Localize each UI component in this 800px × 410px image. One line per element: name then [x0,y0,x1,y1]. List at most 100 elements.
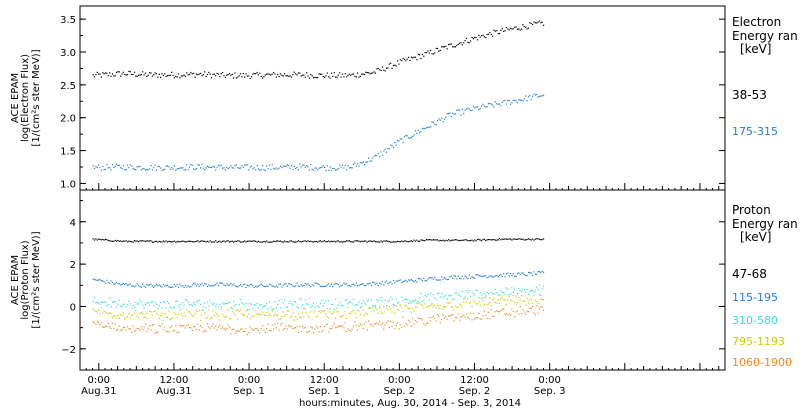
data-point [279,318,282,320]
data-point [154,240,156,243]
data-point [165,165,167,167]
data-point [359,75,361,77]
data-point [401,296,403,298]
data-point [503,30,505,32]
data-point [460,114,462,116]
data-point [490,275,492,277]
data-point [180,307,182,310]
data-point [187,311,189,313]
data-point [168,240,170,242]
data-point [478,34,480,36]
data-point [448,315,450,317]
data-point [251,165,253,167]
data-point [139,240,141,242]
data-point [325,241,327,243]
data-point [365,240,367,242]
data-point [154,164,156,166]
data-point [285,283,287,285]
data-point [286,285,288,287]
data-point [335,76,337,78]
data-point [446,278,448,281]
data-point [252,329,254,331]
data-point [414,279,417,282]
data-point [470,296,472,298]
data-point [275,76,277,78]
data-point [490,33,492,35]
data-point [352,241,355,243]
data-point [401,306,403,308]
data-point [494,239,496,241]
data-point [510,238,512,240]
data-point [259,284,261,286]
data-point [332,325,334,327]
data-point [111,73,113,75]
data-point [435,279,437,281]
data-point [443,118,445,120]
data-point [144,303,147,306]
data-point [516,102,518,104]
data-point [519,299,521,301]
data-point [230,283,232,285]
data-point [256,286,258,288]
data-point [485,239,487,242]
data-point [474,294,476,296]
data-point [92,278,94,280]
data-point [132,325,134,327]
data-point [351,241,353,243]
data-point [255,240,257,242]
data-point [136,283,138,285]
data-point [303,240,305,242]
data-point [310,311,312,313]
data-point [416,306,418,308]
data-point [494,101,496,103]
data-point [441,276,443,278]
data-point [190,286,192,288]
data-point [206,323,209,325]
xtick-time-label: 12:00 [160,375,189,386]
data-point [508,275,510,277]
data-point [329,241,331,243]
data-point [339,301,341,304]
data-point [274,323,276,325]
data-point [412,57,414,59]
data-point [328,76,330,78]
data-point [109,167,111,169]
data-point [457,240,459,242]
data-point [144,72,147,74]
data-point [194,312,196,314]
data-point [251,328,253,330]
data-point [450,116,452,118]
data-point [443,46,445,48]
data-point [380,297,382,299]
data-point [131,314,133,316]
data-point [380,283,382,285]
data-point [239,328,242,330]
data-point [416,239,418,241]
data-point [478,312,480,314]
series-115-195 [92,270,545,289]
data-point [155,303,158,305]
data-point [344,311,346,313]
data-point [339,164,341,166]
data-point [529,272,531,274]
data-point [271,164,273,166]
data-point [537,303,539,305]
data-point [233,328,235,330]
data-point [271,285,273,287]
data-point [279,324,282,326]
data-point [431,239,433,241]
data-point [310,326,312,328]
data-point [501,28,503,30]
data-point [158,325,160,327]
data-point [482,297,484,299]
data-point [122,71,124,73]
data-point [303,308,305,310]
data-point [160,325,162,327]
electron-ytick-label: 3.5 [60,15,76,26]
data-point [197,310,199,313]
data-point [165,330,167,332]
data-point [133,330,136,332]
data-point [143,326,145,328]
data-point [189,304,191,306]
data-point [438,50,440,52]
